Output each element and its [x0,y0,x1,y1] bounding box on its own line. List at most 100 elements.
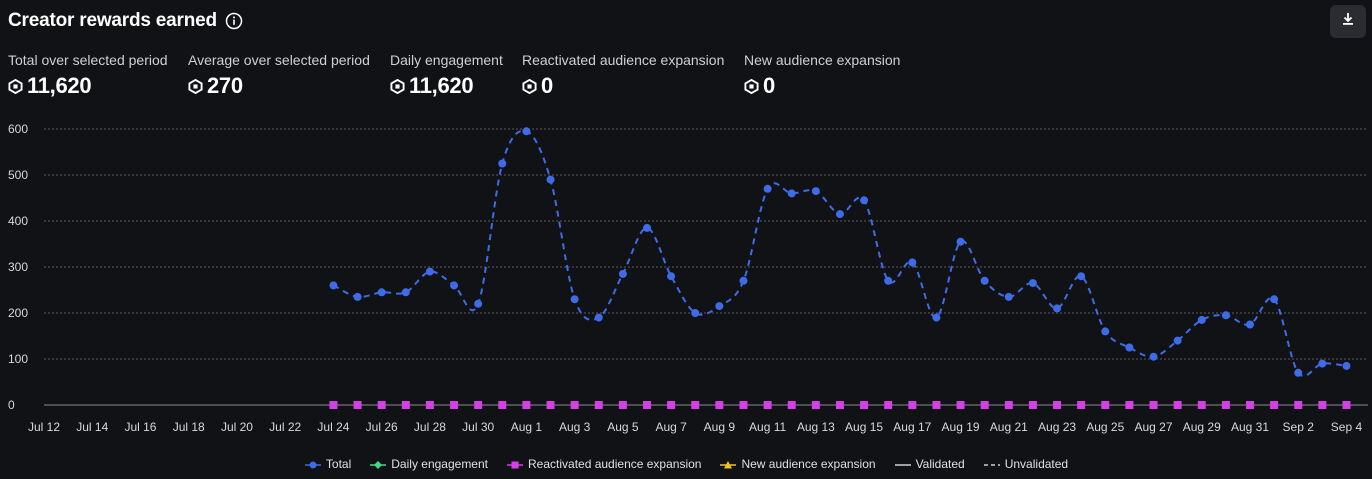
page-title: Creator rewards earned [8,10,217,31]
data-point-square [618,401,627,409]
data-point [474,299,483,308]
download-button[interactable] [1330,5,1366,38]
data-point-square [353,401,362,409]
data-point-square [715,401,724,409]
legend-item[interactable]: Total [304,457,351,471]
x-tick-label: Aug 25 [1086,420,1124,434]
x-tick-label: Aug 3 [559,420,591,434]
stat-value: 11,620 [409,73,474,98]
legend-circle-icon [304,459,322,469]
data-point-square [401,401,410,409]
data-point-square [1101,401,1110,409]
data-point [570,295,579,304]
legend-item[interactable]: Daily engagement [369,457,488,471]
legend-label: Reactivated audience expansion [528,457,702,471]
data-point-square [811,401,820,409]
robux-icon [522,78,537,94]
data-point-square [474,401,483,409]
data-point [1149,352,1158,361]
y-tick-label: 400 [8,214,28,228]
data-point [1221,311,1230,320]
stat-2: Daily engagement 11,620 [390,52,506,99]
data-point [522,127,531,136]
x-tick-label: Jul 22 [269,420,301,434]
legend-dashed-line-icon [983,459,1001,469]
x-tick-label: Aug 15 [845,420,883,434]
data-point [450,281,459,290]
robux-icon [188,78,203,94]
stat-label: Average over selected period [188,52,370,68]
x-tick-label: Aug 17 [893,420,931,434]
legend-item[interactable]: New audience expansion [719,457,876,471]
data-point [1342,361,1351,370]
info-circle-icon[interactable] [225,12,243,30]
stat-value-row: 270 [188,73,374,99]
data-point [980,276,989,285]
data-point-square [594,401,603,409]
stat-value: 0 [763,73,775,98]
legend-label: Unvalidated [1004,457,1069,471]
x-tick-label: Aug 31 [1231,420,1269,434]
data-point [1125,343,1134,352]
stat-value-row: 11,620 [8,73,172,99]
data-point-square [763,401,772,409]
data-point-square [498,401,507,409]
data-point-square [860,401,869,409]
chart-legend: Total Daily engagement Reactivated audienc… [0,457,1372,471]
stat-value: 270 [207,73,243,98]
data-point [956,237,965,246]
data-point [908,258,917,267]
data-point [787,189,796,198]
data-point-square [1294,401,1303,409]
data-point [1294,368,1303,377]
x-tick-label: Aug 7 [655,420,687,434]
data-point-square [1197,401,1206,409]
download-icon [1341,12,1355,31]
data-point [329,281,338,290]
data-point [643,223,651,232]
x-tick-label: Jul 20 [221,420,253,434]
y-tick-label: 300 [8,260,28,274]
x-tick-label: Aug 5 [607,420,639,434]
data-point [498,159,507,168]
data-point-square [1125,401,1134,409]
data-point-square [667,401,676,409]
data-point [1077,272,1086,281]
stat-label: Reactivated audience expansion [522,52,725,68]
data-point [1053,304,1062,313]
legend-item[interactable]: Unvalidated [983,457,1068,471]
legend-item[interactable]: Reactivated audience expansion [506,457,701,471]
data-point [1101,327,1110,336]
data-point-square [1053,401,1062,409]
x-tick-label: Sep 2 [1283,420,1315,434]
data-point [739,276,748,285]
data-point-square [956,401,965,409]
data-point [377,288,386,297]
x-tick-label: Jul 16 [124,420,156,434]
x-tick-label: Aug 1 [511,420,543,434]
data-point [691,309,700,317]
data-point [932,313,941,322]
data-point-square [908,401,917,409]
legend-diamond-icon [369,459,387,469]
data-point-square [329,401,338,409]
legend-item[interactable]: Validated [894,457,965,471]
data-point-square [980,401,989,409]
stat-label: Total over selected period [8,52,168,68]
data-point-square [787,401,796,409]
data-point-square [691,401,700,409]
x-tick-label: Aug 9 [704,420,736,434]
data-point [667,272,676,281]
stat-label: New audience expansion [744,52,901,68]
robux-icon [744,78,759,94]
robux-icon [8,78,23,94]
data-point [1318,359,1327,368]
data-point [811,187,820,196]
data-point-square [450,401,459,409]
stat-value: 11,620 [27,73,92,98]
y-tick-label: 600 [8,122,28,136]
legend-label: Daily engagement [391,457,488,471]
x-tick-label: Aug 13 [797,420,835,434]
data-point [594,313,603,322]
chart-header: Creator rewards earned [8,10,243,32]
